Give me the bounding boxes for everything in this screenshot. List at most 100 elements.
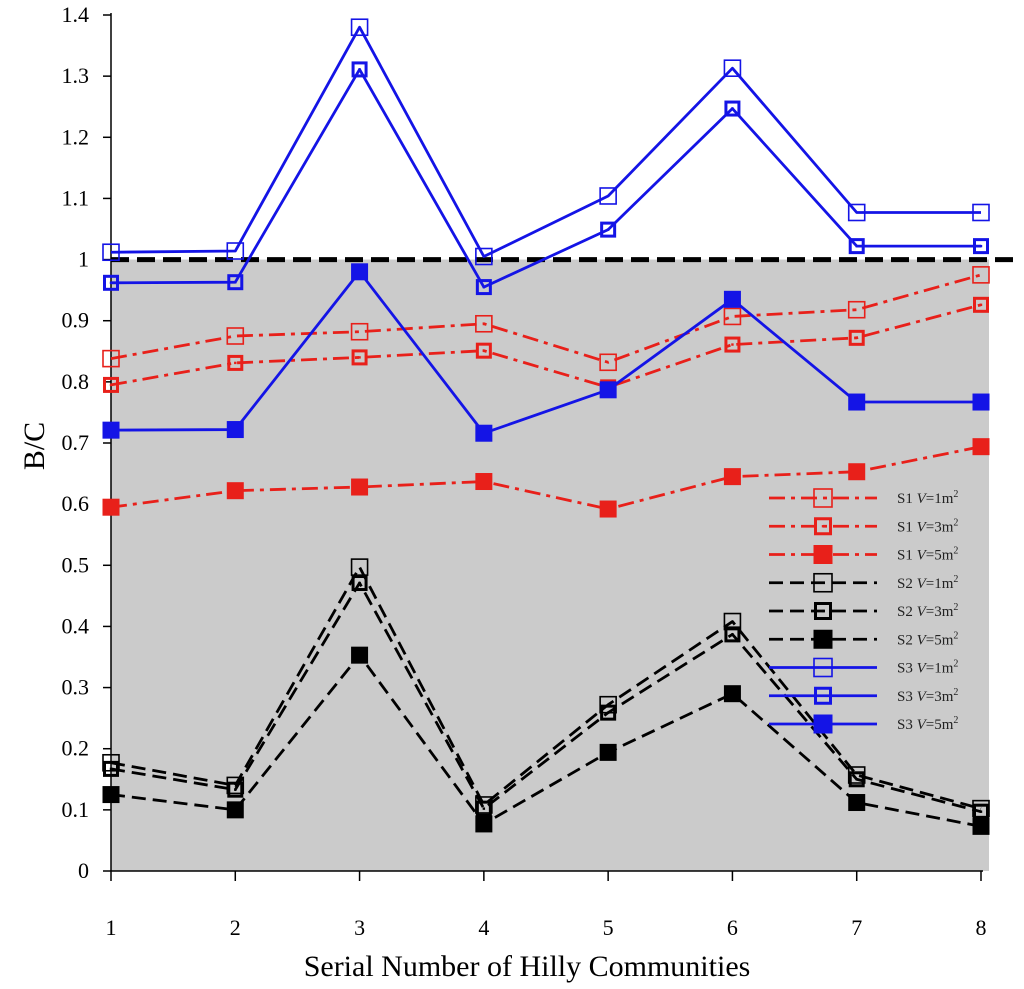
data-point (226, 242, 245, 260)
legend-item: S3 V=1m2 (769, 657, 958, 678)
series-line (110, 25, 981, 258)
series-line (110, 653, 982, 828)
legend-marker (814, 517, 832, 536)
legend-item: S1 V=1m2 (769, 488, 958, 508)
data-point (723, 612, 742, 631)
series-s3-filled (102, 263, 990, 442)
y-tick-label: 0.3 (62, 675, 90, 700)
legend-label: S3 V=1m2 (897, 659, 958, 677)
data-point (103, 274, 119, 291)
data-point (475, 279, 492, 296)
series-s2-filled (102, 646, 990, 835)
data-point (724, 100, 741, 117)
x-tick-label: 6 (727, 915, 738, 940)
x-tick-label: 1 (106, 915, 117, 940)
data-point (351, 478, 369, 496)
legend-marker (813, 657, 833, 678)
series-s2-dot (103, 575, 989, 820)
series-line (110, 273, 982, 364)
legend-label: S3 V=3m2 (897, 687, 958, 705)
data-point (102, 786, 120, 804)
legend-item: S3 V=5m2 (769, 714, 958, 734)
data-point (723, 290, 741, 308)
legend: S1 V=1m2 S1 V=3m2 S1 V=5m2 S2 V=1m2 S2 V=3m2… (769, 488, 958, 734)
data-point (723, 685, 741, 703)
y-tick-label: 0.5 (62, 552, 90, 577)
data-point (847, 203, 866, 222)
data-point (350, 18, 369, 37)
data-point (227, 781, 244, 798)
y-tick-label: 0.6 (62, 491, 90, 516)
feasibility-region (111, 259, 989, 872)
data-point (848, 771, 865, 788)
axes: 0 0.1 0.2 0.3 0.4 0.5 0.6 0.7 0.8 0.9 1 1.1 1.2 1.3 1.… (62, 2, 987, 940)
legend-item: S2 V=5m2 (769, 629, 958, 649)
x-axis-title: Serial Number of Hilly Communities (304, 950, 751, 983)
data-point (350, 322, 369, 341)
data-point (226, 801, 244, 819)
series-line (110, 270, 981, 435)
x-tick-label: 3 (354, 915, 365, 940)
data-point (102, 498, 120, 516)
x-tick-label: 5 (603, 915, 614, 940)
legend-label: S1 V=1m2 (897, 489, 958, 507)
data-point (351, 349, 368, 366)
data-point (227, 354, 244, 371)
y-axis-title: B/C (18, 422, 51, 470)
data-point (972, 266, 990, 284)
x-tick-label: 7 (851, 915, 862, 940)
legend-label: S1 V=3m2 (897, 517, 958, 535)
legend-marker (814, 686, 832, 705)
data-point (599, 381, 617, 399)
legend-marker (813, 572, 833, 593)
shaded-region (111, 259, 989, 872)
data-point (103, 760, 119, 777)
data-point (475, 473, 493, 491)
data-point (102, 349, 120, 368)
series-line (110, 581, 982, 814)
data-point (226, 421, 244, 439)
data-point (848, 238, 865, 255)
data-point (475, 342, 492, 359)
legend-marker (813, 629, 833, 649)
legend-label: S2 V=5m2 (897, 630, 958, 648)
legend-label: S1 V=5m2 (897, 546, 958, 564)
legend-label: S3 V=5m2 (897, 715, 958, 733)
data-point (103, 376, 119, 393)
data-point (351, 61, 368, 78)
y-tick-label: 0.9 (62, 308, 90, 333)
series-line (110, 303, 982, 389)
data-point (475, 424, 493, 442)
data-point (848, 794, 866, 812)
data-point (600, 221, 617, 238)
y-tick-label: 1.4 (62, 2, 90, 27)
data-point (972, 817, 990, 835)
legend-marker (814, 602, 832, 620)
data-point (475, 815, 493, 833)
y-tick-label: 0.7 (62, 430, 90, 455)
data-point (475, 314, 493, 333)
legend-marker (813, 488, 833, 508)
data-point (848, 329, 865, 346)
data-point (599, 187, 617, 205)
y-tick-label: 1.1 (62, 185, 90, 210)
data-point (848, 393, 866, 411)
y-tick-label: 0.8 (62, 369, 90, 394)
data-point (600, 704, 617, 721)
y-tick-label: 1.3 (62, 63, 90, 88)
legend-item: S2 V=1m2 (769, 572, 958, 593)
data-point (102, 421, 120, 439)
data-point (475, 800, 492, 817)
y-tick-label: 1.2 (62, 124, 90, 149)
x-tick-label: 2 (230, 915, 241, 940)
series-group (102, 18, 990, 835)
data-point (972, 438, 990, 456)
data-point (226, 327, 245, 345)
legend-label: S2 V=3m2 (897, 602, 958, 620)
data-point (723, 468, 741, 486)
y-tick-label: 0.2 (62, 736, 90, 761)
series-line (110, 68, 981, 289)
data-point (723, 59, 742, 77)
data-point (599, 500, 617, 518)
series-s1-filled (102, 438, 990, 518)
